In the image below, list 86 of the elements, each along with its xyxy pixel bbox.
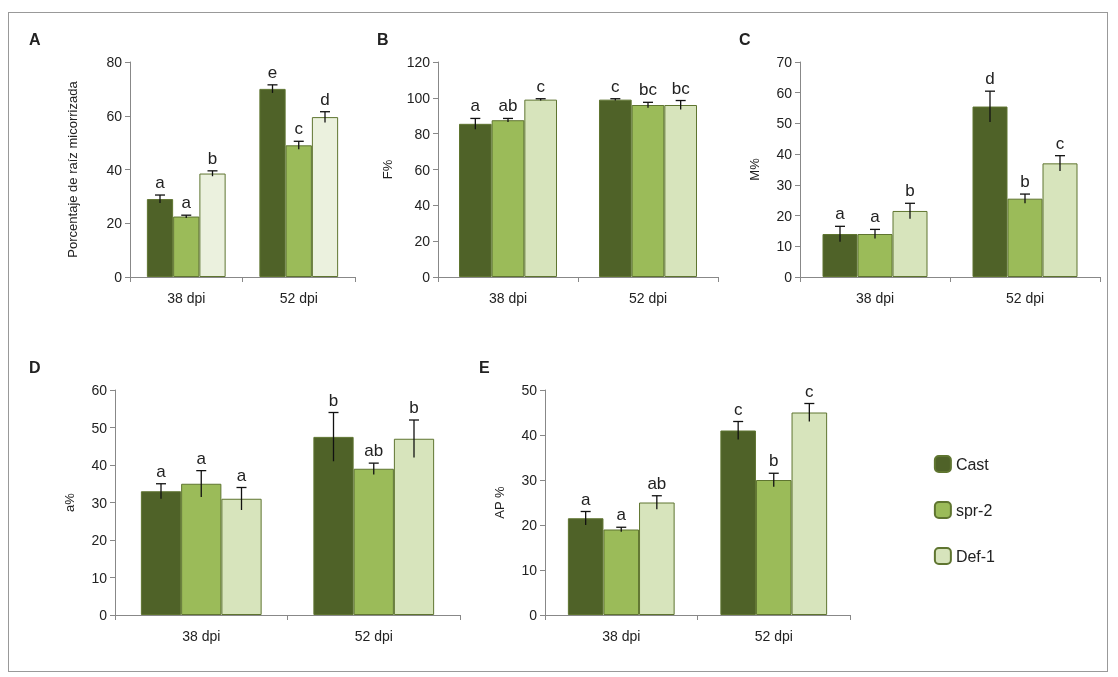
data-label: b xyxy=(328,390,339,410)
y-axis-title: a% xyxy=(61,492,77,512)
data-label: bc xyxy=(671,78,691,98)
data-label: b xyxy=(207,148,218,168)
y-tick-label: 0 xyxy=(114,269,123,285)
data-label: ab xyxy=(364,441,384,461)
y-tick-label: 30 xyxy=(776,176,793,193)
legend-label: Cast xyxy=(955,455,990,473)
y-tick-label: 20 xyxy=(414,233,431,250)
y-tick-label: 20 xyxy=(91,532,108,548)
data-label: a xyxy=(156,461,167,481)
y-tick-label: 40 xyxy=(91,457,108,473)
x-tick-label: 52 dpi xyxy=(354,628,393,644)
data-label: ab xyxy=(647,473,667,493)
data-label: a xyxy=(835,204,846,224)
y-tick-label: 60 xyxy=(414,161,431,178)
chart-title: D xyxy=(29,358,41,376)
y-tick-label: 80 xyxy=(106,54,123,70)
data-label: b xyxy=(905,181,915,201)
y-tick-label: 50 xyxy=(521,382,538,398)
y-tick-label: 40 xyxy=(521,427,538,443)
chart-title: B xyxy=(377,30,389,48)
y-tick-label: 70 xyxy=(776,54,793,70)
y-tick-label: 60 xyxy=(91,382,108,398)
data-label: a xyxy=(470,96,481,116)
data-label: d xyxy=(985,69,995,89)
x-tick-label: 38 dpi xyxy=(167,290,206,306)
y-tick-label: 0 xyxy=(99,607,108,623)
x-tick-label: 38 dpi xyxy=(855,290,895,306)
data-label: c xyxy=(536,76,546,96)
y-tick-label: 20 xyxy=(776,207,793,224)
x-tick-label: 52 dpi xyxy=(628,290,668,306)
data-label: d xyxy=(320,89,330,109)
chart-title: A xyxy=(29,30,41,48)
y-tick-label: 40 xyxy=(106,161,123,178)
data-label: a xyxy=(616,505,627,525)
data-label: a xyxy=(870,207,881,227)
legend-label: spr-2 xyxy=(955,501,993,519)
data-label: a xyxy=(236,465,247,485)
x-tick-label: 52 dpi xyxy=(754,628,793,644)
data-label: b xyxy=(769,451,779,471)
y-tick-label: 50 xyxy=(776,115,793,132)
y-tick-label: 60 xyxy=(776,84,793,101)
data-label: c xyxy=(611,76,621,96)
y-tick-label: 100 xyxy=(406,89,431,106)
data-label: c xyxy=(733,399,743,419)
y-tick-label: 40 xyxy=(776,146,793,163)
data-label: a xyxy=(155,173,166,193)
data-label: c xyxy=(805,381,815,401)
x-tick-label: 52 dpi xyxy=(1005,290,1045,306)
y-tick-label: 0 xyxy=(529,607,538,623)
y-tick-label: 80 xyxy=(414,125,431,142)
y-tick-label: 50 xyxy=(91,419,108,436)
x-tick-label: 38 dpi xyxy=(182,628,221,644)
x-tick-label: 38 dpi xyxy=(488,290,528,306)
y-tick-label: 40 xyxy=(414,197,431,214)
data-label: c xyxy=(294,119,304,139)
y-tick-label: 60 xyxy=(106,107,123,124)
data-label: a xyxy=(181,193,192,213)
y-tick-label: 0 xyxy=(422,269,431,285)
y-tick-label: 20 xyxy=(521,517,538,533)
data-label: e xyxy=(267,62,278,82)
y-tick-label: 10 xyxy=(91,569,108,586)
data-label: a xyxy=(196,448,207,468)
y-tick-label: 10 xyxy=(521,562,538,578)
chart-title: E xyxy=(479,358,490,376)
y-axis-title: AP % xyxy=(491,485,507,519)
y-tick-label: 0 xyxy=(784,269,793,285)
y-tick-label: 10 xyxy=(776,238,793,255)
y-tick-label: 30 xyxy=(91,494,108,511)
y-tick-label: 120 xyxy=(406,54,431,70)
y-tick-label: 30 xyxy=(521,472,538,488)
data-label: c xyxy=(1055,133,1065,153)
x-tick-label: 38 dpi xyxy=(602,628,641,644)
data-label: b xyxy=(409,398,419,417)
y-axis-title: Porcentaje de raíz micorrizada xyxy=(64,80,80,258)
legend-label: Def-1 xyxy=(955,547,996,565)
chart-title: C xyxy=(739,30,751,48)
data-label: bc xyxy=(639,80,658,100)
y-tick-label: 20 xyxy=(106,215,123,232)
y-axis-title: M% xyxy=(746,157,762,181)
data-label: ab xyxy=(498,96,518,116)
data-label: b xyxy=(1020,172,1030,192)
x-tick-label: 52 dpi xyxy=(279,290,318,306)
y-axis-title: F% xyxy=(380,159,396,180)
data-label: a xyxy=(580,489,591,509)
